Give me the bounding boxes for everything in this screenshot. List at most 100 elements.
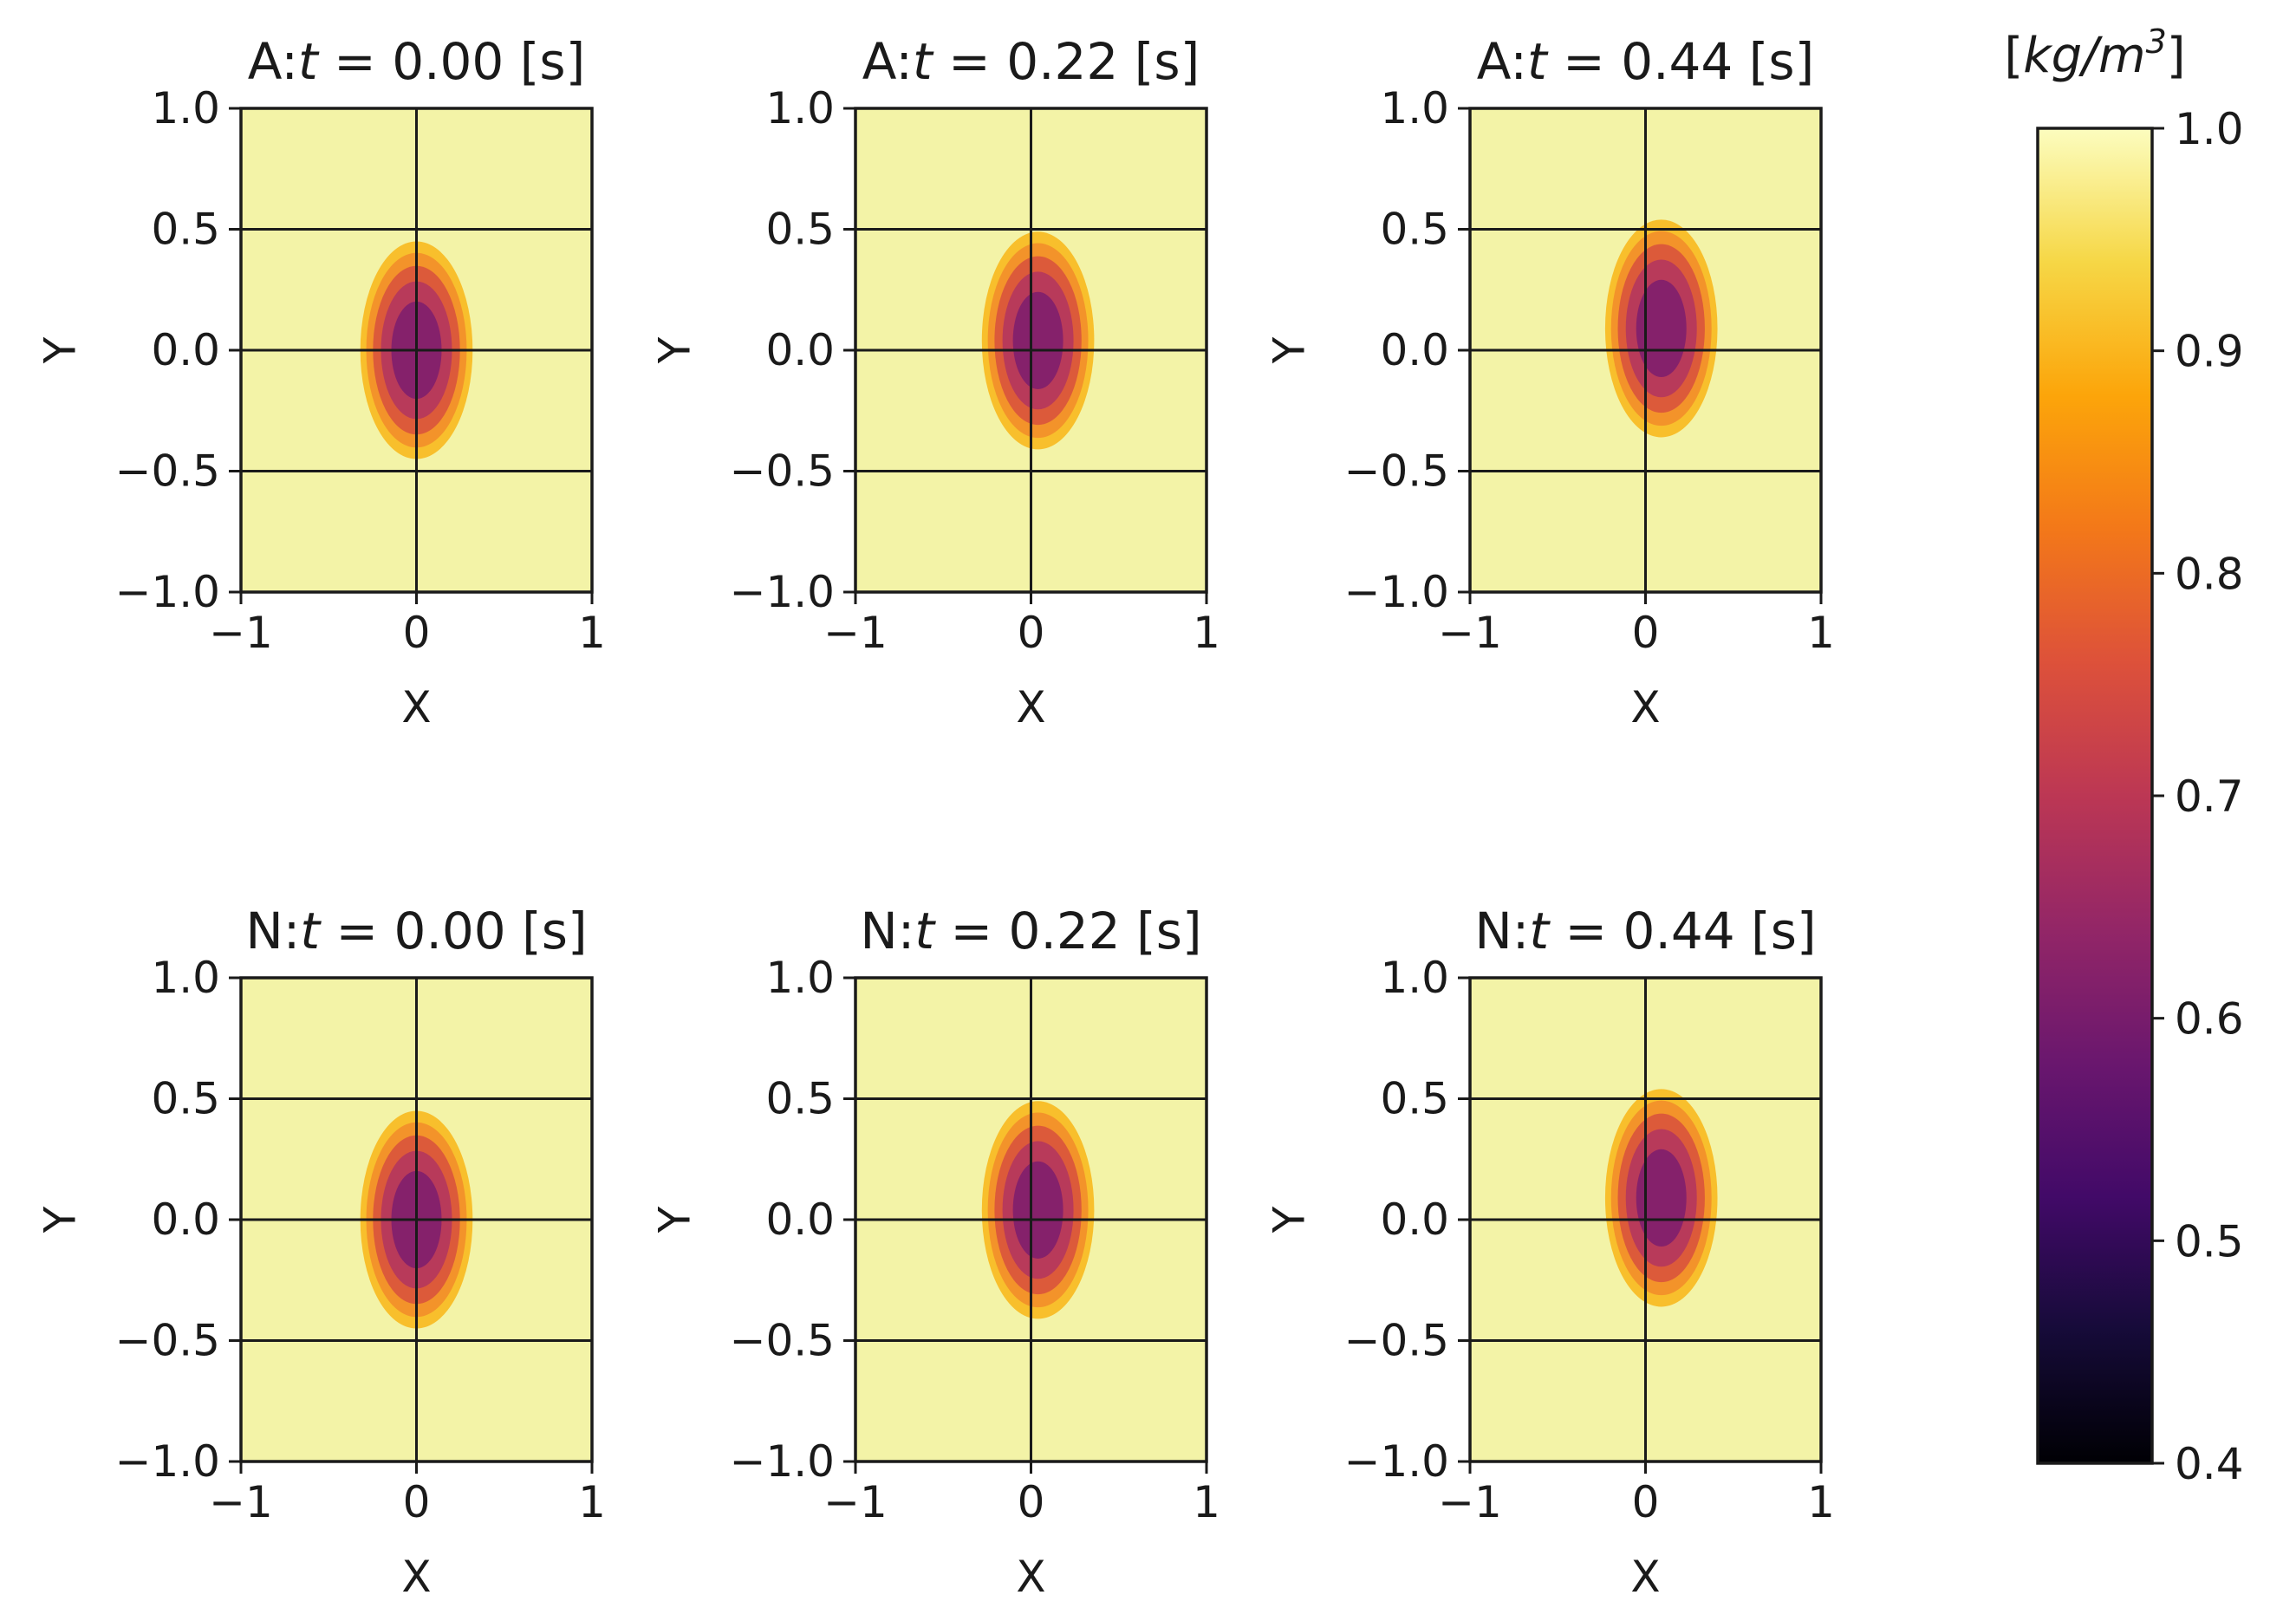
x-axis-label: X: [1016, 682, 1045, 732]
title-part: 0.00: [392, 32, 504, 91]
y-tick-label: 1.0: [1380, 83, 1449, 133]
colorbar: 0.4 0.5 0.6 0.7 0.8 0.9 1.0 [kg/m3]: [2004, 23, 2243, 1489]
colorbar-tick-label: 0.7: [2175, 771, 2244, 822]
tick-labels: −1 0 1 −1.0 −0.5 0.0 0.5 1.0: [1344, 953, 1835, 1527]
title-part: A:: [248, 32, 298, 91]
colorbar-tick-label: 0.8: [2175, 549, 2244, 599]
panel-title: N:t = 0.22 [s]: [860, 902, 1201, 960]
x-tick-label: 0: [1632, 608, 1660, 658]
panel-a-0-22: −1 0 1 −1.0 −0.5 0.0 0.5 1.0 X Y A:t = 0.22 [s]: [650, 32, 1220, 732]
title-part: =: [1549, 902, 1623, 960]
panel-a-0-00: −1 0 1 −1.0 −0.5 0.0 0.5 1.0 X Y A:t = 0.00 [s]: [36, 32, 606, 732]
y-tick-label: 0.0: [765, 1195, 835, 1245]
title-variable: t: [300, 902, 322, 960]
title-part: =: [933, 32, 1006, 91]
colorbar-label-unit: kg/m: [2023, 28, 2145, 84]
y-tick-label: 0.5: [765, 1074, 835, 1124]
x-tick-label: −1: [1438, 1477, 1502, 1527]
x-axis-label: X: [401, 1552, 431, 1602]
panel-title: A:t = 0.44 [s]: [1477, 32, 1815, 91]
colorbar-tick-label: 0.9: [2175, 327, 2244, 377]
colorbar-label: [kg/m3]: [2004, 23, 2185, 84]
title-variable: t: [1529, 902, 1551, 960]
x-tick-label: 1: [578, 1477, 606, 1527]
title-part: N:: [1474, 902, 1529, 960]
y-tick-label: 0.5: [151, 205, 220, 255]
y-tick-label: −1.0: [730, 1436, 835, 1487]
colorbar-gradient: [2038, 128, 2152, 1463]
x-tick-label: 1: [578, 608, 606, 658]
panel-title: A:t = 0.00 [s]: [248, 32, 586, 91]
y-tick-label: 0.5: [151, 1074, 220, 1124]
contour-band-0.55: [1636, 1149, 1687, 1247]
title-part: A:: [1477, 32, 1527, 91]
x-tick-label: 0: [1018, 608, 1045, 658]
contour-band-0.55: [1012, 291, 1063, 389]
title-part: =: [320, 902, 394, 960]
x-tick-label: 1: [1807, 1477, 1835, 1527]
x-tick-label: −1: [823, 608, 888, 658]
tick-labels: −1 0 1 −1.0 −0.5 0.0 0.5 1.0: [115, 83, 606, 658]
contour-band-0.55: [1012, 1161, 1063, 1259]
title-part: 0.44: [1623, 902, 1735, 960]
panel-title: N:t = 0.00 [s]: [245, 902, 587, 960]
title-part: [s]: [1121, 902, 1202, 960]
title-part: =: [934, 902, 1008, 960]
y-tick-label: −0.5: [1344, 446, 1449, 497]
x-tick-label: 0: [403, 608, 431, 658]
contour-fills: [1604, 1089, 1718, 1307]
panel-n-0-44: −1 0 1 −1.0 −0.5 0.0 0.5 1.0 X Y N:t = 0.44 [s]: [1265, 902, 1835, 1602]
contour-fills: [981, 231, 1095, 450]
y-tick-label: −0.5: [115, 446, 220, 497]
contour-fills: [981, 1101, 1095, 1319]
y-tick-label: −1.0: [1344, 1436, 1449, 1487]
title-part: 0.00: [394, 902, 506, 960]
y-tick-label: −1.0: [730, 567, 835, 617]
x-tick-label: −1: [823, 1477, 888, 1527]
y-tick-label: 1.0: [765, 953, 835, 1003]
x-axis-label: X: [1016, 1552, 1045, 1602]
title-part: 0.44: [1621, 32, 1733, 91]
panel-title: A:t = 0.22 [s]: [862, 32, 1200, 91]
title-variable: t: [298, 32, 320, 91]
title-variable: t: [913, 32, 934, 91]
tick-labels: −1 0 1 −1.0 −0.5 0.0 0.5 1.0: [730, 83, 1220, 658]
colorbar-tick-label: 0.6: [2175, 994, 2244, 1045]
y-tick-label: −1.0: [1344, 567, 1449, 617]
y-axis-label: Y: [1265, 336, 1315, 364]
panel-n-0-22: −1 0 1 −1.0 −0.5 0.0 0.5 1.0 X Y N:t = 0.22 [s]: [650, 902, 1220, 1602]
colorbar-tick-label: 1.0: [2175, 104, 2244, 154]
title-part: [s]: [506, 902, 588, 960]
y-tick-label: 1.0: [1380, 953, 1449, 1003]
colorbar-tick-label: 0.5: [2175, 1216, 2244, 1266]
title-part: 0.22: [1006, 32, 1118, 91]
y-tick-label: 0.0: [1380, 1195, 1449, 1245]
y-axis-label: Y: [1265, 1206, 1315, 1234]
title-variable: t: [1527, 32, 1549, 91]
y-tick-label: 1.0: [151, 83, 220, 133]
colorbar-tick-label: 0.4: [2175, 1439, 2244, 1489]
title-variable: t: [914, 902, 936, 960]
panel-title: N:t = 0.44 [s]: [1474, 902, 1816, 960]
y-tick-label: −0.5: [730, 1316, 835, 1366]
tick-labels: −1 0 1 −1.0 −0.5 0.0 0.5 1.0: [730, 953, 1220, 1527]
y-tick-label: 1.0: [765, 83, 835, 133]
x-axis-label: X: [401, 682, 431, 732]
title-part: [s]: [1733, 32, 1814, 91]
y-tick-label: −1.0: [115, 567, 220, 617]
colorbar-label-exponent: 3: [2146, 23, 2167, 61]
y-tick-label: 0.0: [151, 325, 220, 375]
y-tick-label: 0.5: [1380, 1074, 1449, 1124]
y-axis-label: Y: [36, 336, 86, 364]
contour-fills: [1604, 219, 1718, 438]
x-axis-label: X: [1630, 1552, 1660, 1602]
x-tick-label: 1: [1193, 1477, 1220, 1527]
y-tick-label: 0.0: [765, 325, 835, 375]
x-tick-label: −1: [209, 608, 273, 658]
title-part: A:: [862, 32, 913, 91]
y-tick-label: 0.0: [1380, 325, 1449, 375]
x-tick-label: 0: [403, 1477, 431, 1527]
title-part: [s]: [1118, 32, 1200, 91]
